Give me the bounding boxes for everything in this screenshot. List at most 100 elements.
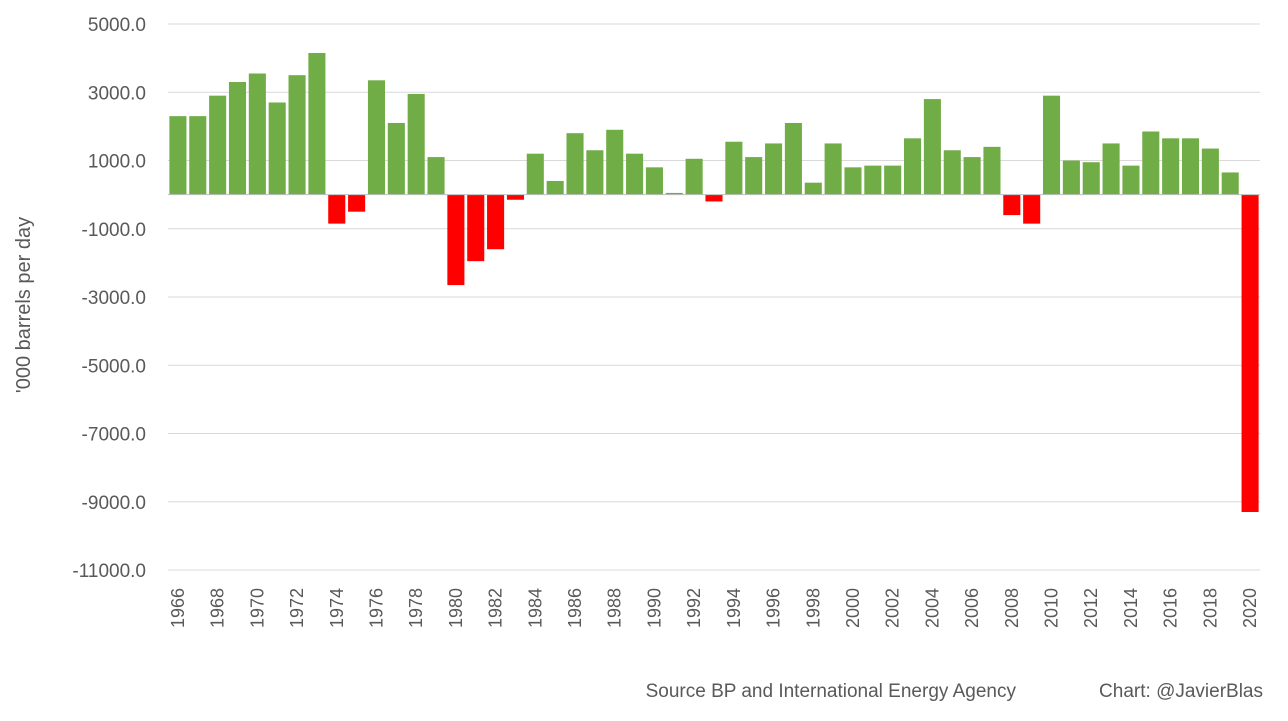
bar-1983 <box>506 194 524 200</box>
bar-2011 <box>1062 160 1080 195</box>
bar-2010 <box>1042 95 1061 195</box>
bar-1985 <box>546 180 564 195</box>
x-tick-label: 1968 <box>208 588 228 628</box>
bar-1998 <box>804 182 822 195</box>
x-tick-label: 2014 <box>1121 588 1141 628</box>
y-tick-label: -3000.0 <box>82 288 146 309</box>
y-tick-label: -9000.0 <box>82 493 146 514</box>
x-tick-label: 2018 <box>1200 588 1220 628</box>
bar-1995 <box>745 157 763 195</box>
bar-1997 <box>784 122 802 195</box>
bar-2003 <box>904 138 922 195</box>
bar-2014 <box>1122 165 1140 195</box>
bar-1999 <box>824 143 842 195</box>
y-tick-label: -5000.0 <box>82 356 146 377</box>
x-tick-label: 2010 <box>1042 588 1062 628</box>
bar-1971 <box>268 102 286 195</box>
y-tick-label: -7000.0 <box>82 425 146 446</box>
bar-2018 <box>1201 148 1219 195</box>
bar-2005 <box>943 150 961 195</box>
bar-1986 <box>566 133 584 195</box>
bar-1974 <box>328 194 346 224</box>
x-tick-label: 1976 <box>366 588 386 628</box>
bar-2008 <box>1003 194 1021 216</box>
bar-1969 <box>228 82 247 195</box>
bar-1967 <box>189 116 207 195</box>
x-tick-label: 1974 <box>327 588 347 628</box>
x-tick-label: 1972 <box>287 588 307 628</box>
x-tick-label: 1986 <box>565 588 585 628</box>
x-tick-label: 2006 <box>962 588 982 628</box>
bar-1975 <box>348 194 366 212</box>
x-tick-label: 1980 <box>446 588 466 628</box>
x-tick-label: 2020 <box>1240 588 1260 628</box>
x-tick-label: 1978 <box>406 588 426 628</box>
bar-1977 <box>387 122 405 195</box>
bar-1984 <box>526 153 544 195</box>
bar-1972 <box>288 75 306 195</box>
bar-2007 <box>983 146 1001 195</box>
x-tick-label: 1994 <box>724 588 744 628</box>
x-tick-label: 2002 <box>883 588 903 628</box>
x-tick-label: 1990 <box>644 588 664 628</box>
bar-1990 <box>645 167 663 195</box>
bar-1979 <box>427 157 445 195</box>
chart-credit: Chart: @JavierBlas <box>1099 681 1263 702</box>
bar-1987 <box>586 150 604 195</box>
bar-1982 <box>487 194 505 250</box>
y-tick-label: -11000.0 <box>72 561 146 582</box>
x-axis-ticks: 1966 1968 1970 1972 1974 1976 1978 1980 1982 1984… <box>168 588 1260 628</box>
y-axis-ticks: 5000.0 3000.0 1000.0 -1000.0 -3000.0 -5000.0 -… <box>72 15 146 582</box>
bar-1981 <box>467 194 485 262</box>
bars <box>169 53 1259 512</box>
x-tick-label: 2016 <box>1161 588 1181 628</box>
bar-1992 <box>685 158 703 195</box>
bar-1973 <box>308 53 326 195</box>
bar-1994 <box>725 141 743 195</box>
bar-2006 <box>963 157 981 195</box>
bar-1978 <box>407 93 425 195</box>
source-note: Source BP and International Energy Agenc… <box>646 681 1017 702</box>
bar-1989 <box>626 153 644 195</box>
x-tick-label: 2008 <box>1002 588 1022 628</box>
x-tick-label: 1984 <box>525 588 545 628</box>
y-tick-label: -1000.0 <box>82 220 146 241</box>
bar-1993 <box>705 194 723 202</box>
bar-2002 <box>884 165 902 195</box>
x-tick-label: 1970 <box>247 588 267 628</box>
bar-2001 <box>864 165 882 195</box>
y-tick-label: 1000.0 <box>88 152 146 173</box>
bar-2019 <box>1221 172 1239 195</box>
bar-2009 <box>1023 194 1041 224</box>
gridlines <box>168 23 1260 571</box>
bar-2000 <box>844 167 862 195</box>
bar-1966 <box>169 116 187 195</box>
bar-1996 <box>765 143 783 195</box>
bar-2012 <box>1082 162 1100 195</box>
bar-1968 <box>209 95 227 195</box>
bar-2004 <box>923 99 941 195</box>
x-tick-label: 1998 <box>803 588 823 628</box>
x-tick-label: 1988 <box>605 588 625 628</box>
bar-2017 <box>1181 138 1200 195</box>
y-tick-label: 5000.0 <box>88 15 146 36</box>
bar-1991 <box>665 192 683 195</box>
bar-2015 <box>1142 131 1160 195</box>
x-tick-label: 1992 <box>684 588 704 628</box>
x-tick-label: 2004 <box>922 588 942 628</box>
y-axis-title: '000 barrels per day <box>13 217 35 393</box>
bar-1980 <box>447 194 465 286</box>
x-tick-label: 1966 <box>168 588 188 628</box>
x-tick-label: 1996 <box>764 588 784 628</box>
x-tick-label: 2012 <box>1081 588 1101 628</box>
y-tick-label: 3000.0 <box>88 83 146 104</box>
x-tick-label: 2000 <box>843 588 863 628</box>
bar-2020 <box>1241 194 1259 512</box>
bar-1988 <box>606 129 624 195</box>
bar-2016 <box>1162 138 1180 195</box>
x-tick-label: 1982 <box>486 588 506 628</box>
bar-1976 <box>367 80 386 195</box>
bar-1970 <box>248 73 266 195</box>
